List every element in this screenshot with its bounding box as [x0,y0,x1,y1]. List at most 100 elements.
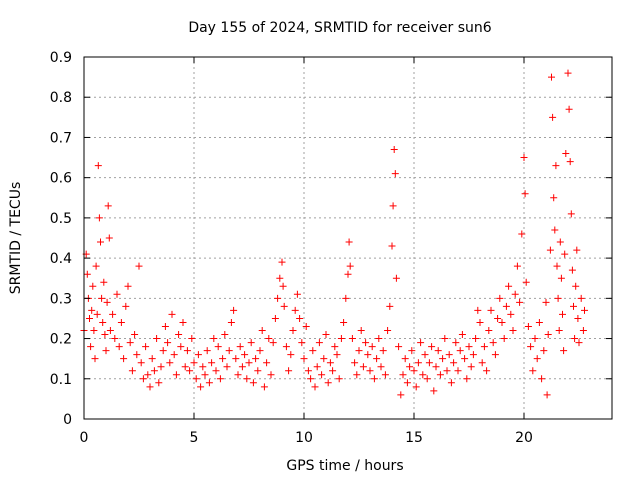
data-point [98,294,106,302]
data-point [117,318,125,326]
data-point [304,367,312,375]
data-point [408,347,416,355]
grid-lines [84,57,612,419]
data-point [476,318,484,326]
data-point [265,335,273,343]
data-point [100,278,108,286]
data-point [549,113,557,121]
data-point [120,355,128,363]
data-point [269,339,277,347]
data-point [577,294,585,302]
data-point [166,359,174,367]
data-point [86,314,93,322]
data-point [494,314,502,322]
data-point [469,351,477,359]
data-point [276,274,284,282]
data-point [430,387,438,395]
data-point [355,347,363,355]
data-point [219,355,227,363]
data-point [548,73,555,81]
data-point [485,327,493,335]
data-point [208,359,216,367]
data-point [384,327,392,335]
data-point [177,343,185,351]
data-point [432,363,440,371]
data-point [478,359,486,367]
data-point [221,331,229,339]
y-tick-label: 0.9 [50,50,72,66]
data-point [148,355,156,363]
data-point [574,314,582,322]
x-tick-label: 20 [515,430,533,446]
data-point [137,359,145,367]
data-point [555,327,563,335]
data-point [428,343,436,351]
data-point [247,339,255,347]
data-point [179,318,187,326]
data-point [489,339,497,347]
data-point [552,162,560,170]
data-point [373,355,381,363]
data-point [131,331,139,339]
data-point [93,310,101,318]
data-point [258,327,266,335]
data-point [285,367,293,375]
data-point [520,154,528,162]
x-axis-title: GPS time / hours [286,458,403,474]
data-point [91,355,99,363]
data-point [566,158,574,166]
data-point [542,298,550,306]
data-point [500,335,508,343]
data-point [533,355,541,363]
data-point [567,210,575,218]
data-point [254,367,262,375]
data-point [357,327,365,335]
data-point [445,351,453,359]
data-point [375,335,383,343]
data-point [450,359,458,367]
y-tick-label: 0 [63,412,72,428]
data-point [135,262,143,270]
data-point [406,363,414,371]
y-tick-label: 0.4 [50,251,72,267]
data-point [516,298,524,306]
data-point [568,266,576,274]
x-tick-label: 5 [190,430,199,446]
data-point [498,318,506,326]
data-point [267,371,275,379]
data-point [377,363,385,371]
data-point [313,363,321,371]
data-point [483,367,491,375]
data-point [172,371,180,379]
data-point [99,318,107,326]
data-point [105,234,113,242]
data-point [573,246,581,254]
y-tick-label: 0.5 [50,211,72,227]
data-point [245,359,253,367]
data-point [379,347,387,355]
data-point [236,343,244,351]
data-point [399,371,407,379]
data-point [487,306,495,314]
x-axis-ticks: 0 5 10 15 20 [80,57,533,446]
data-point [95,214,103,222]
data-point [571,335,579,343]
data-point [472,335,480,343]
data-point [543,391,551,399]
plot-frame [83,56,613,420]
data-point [201,371,209,379]
data-point [227,318,235,326]
data-point [392,274,400,282]
data-point [170,351,178,359]
data-point [83,270,91,278]
data-point [282,343,290,351]
data-point [561,250,569,258]
data-point [90,327,98,335]
data-point [458,331,466,339]
data-point [521,190,529,198]
data-point [157,363,165,371]
data-point [150,367,158,375]
data-point [311,383,319,391]
y-tick-label: 0.7 [50,130,72,146]
data-point [474,306,482,314]
